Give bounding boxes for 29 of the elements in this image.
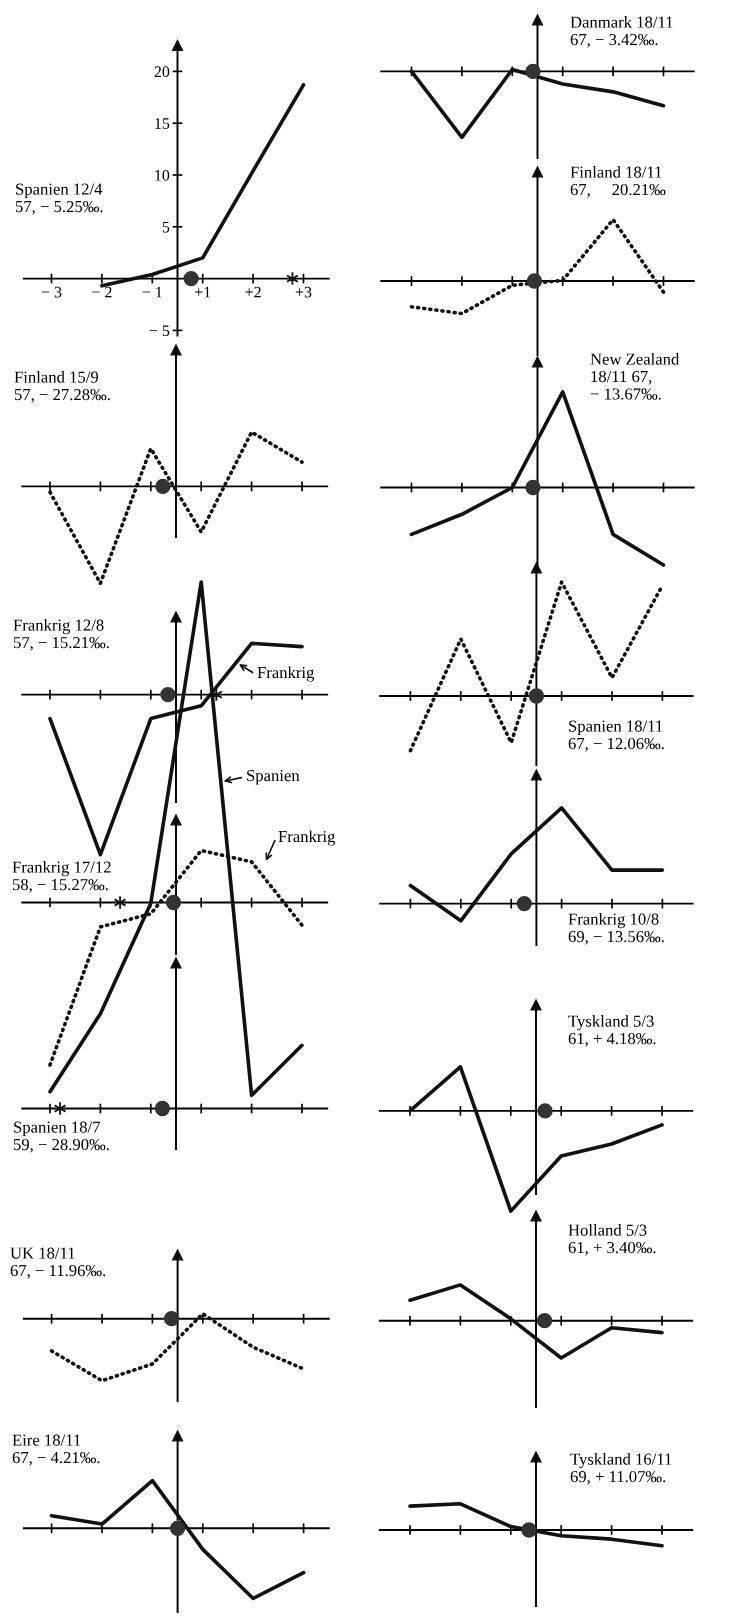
text: Spanien 18/11 67, − 12.06‰. [568,720,664,752]
text: Frankrig 10/8 69, − 13.56‰. [568,913,664,945]
x-tick-label: +1 [195,286,211,298]
annotation: Spanien [247,769,300,785]
text: Spanien 18/7 59, − 28.90‰. [13,1121,109,1153]
chart-title: Frankrig 12/8 57, − 15.21‰. [13,619,109,651]
annotation: Frankrig [278,830,336,846]
annotation: Frankrig [257,666,315,682]
chart-title: Tyskland 5/3 61, + 4.18‰. [568,1015,656,1047]
chart-title: Finland 18/11 67, 20.21‰ [570,166,666,198]
y-tick-label: 15 [155,118,170,129]
y-tick-label: 5 [162,221,170,233]
text: Spanien 12/4 57, − 5.25‰. [15,183,103,215]
x-tick-label: − 1 [142,286,162,298]
chart-title: New Zealand 18/11 67, − 13.67‰. [590,353,680,400]
x-tick-label: +3 [295,286,312,298]
chart-title: Danmark 18/11 67, − 3.42‰. [570,16,673,48]
y-tick-label: − 5 [149,325,170,337]
chart-title: Tyskland 16/11 69, + 11.07‰. [570,1453,672,1485]
x-tick-label: − 2 [92,286,112,298]
chart-title: Finland 15/9 57, − 27.28‰. [14,371,110,403]
text: Frankrig 17/12 58, − 15.27‰. [12,861,111,893]
y-tick-label: 20 [154,66,170,78]
x-tick-label: − 3 [41,286,62,298]
x-tick-label: +2 [245,286,261,298]
y-tick-label: 10 [155,169,170,181]
chart-title: Holland 5/3 61, + 3.40‰. [568,1224,656,1256]
chart-title: UK 18/11 67, − 11.96‰. [10,1247,106,1279]
chart-title: Eire 18/11 67, − 4.21‰. [12,1434,100,1466]
